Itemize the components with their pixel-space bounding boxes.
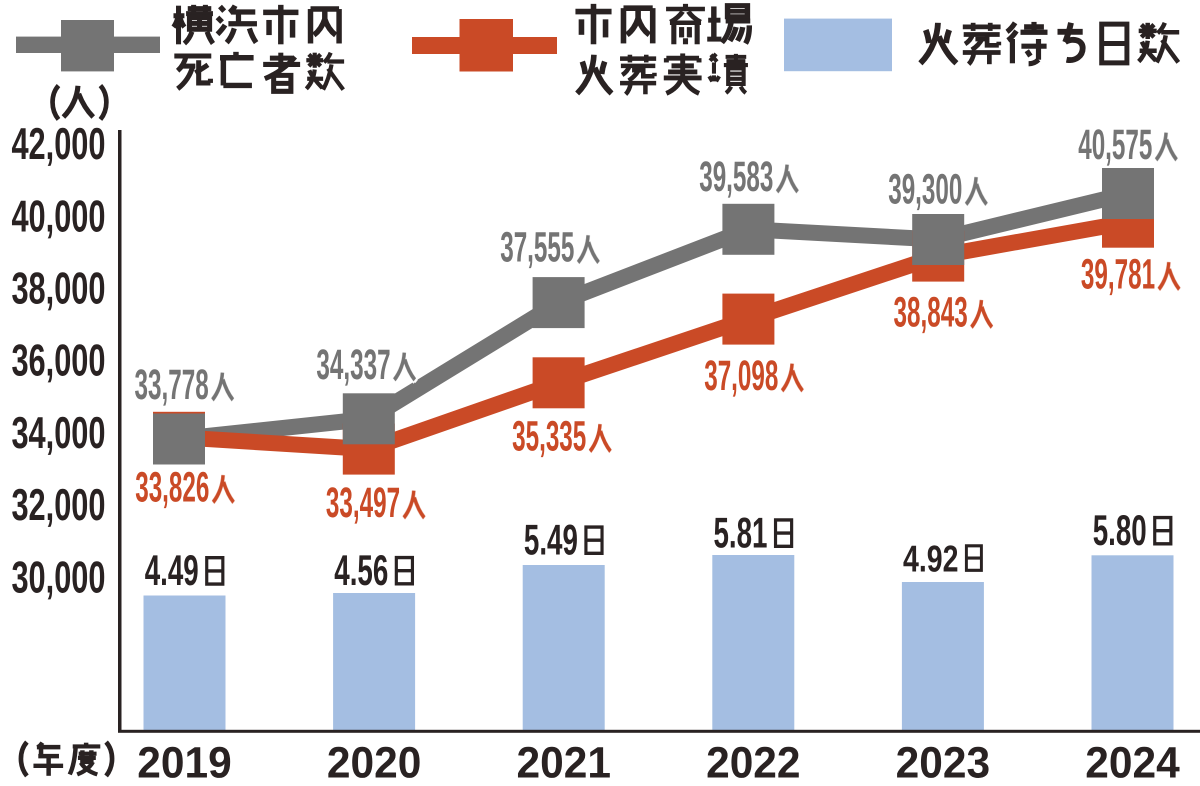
svg-text:33,778: 33,778 xyxy=(135,361,209,409)
svg-text:34,337: 34,337 xyxy=(316,341,390,389)
svg-text:33,497: 33,497 xyxy=(326,479,400,527)
svg-text:35,335: 35,335 xyxy=(512,413,586,461)
svg-text:2023: 2023 xyxy=(896,738,990,786)
svg-text:5.81: 5.81 xyxy=(714,509,768,557)
svg-text:30,000: 30,000 xyxy=(11,554,105,603)
svg-text:37,098: 37,098 xyxy=(704,352,778,400)
svg-text:2020: 2020 xyxy=(327,738,421,786)
svg-text:2019: 2019 xyxy=(137,738,231,786)
svg-text:38,000: 38,000 xyxy=(11,265,105,314)
svg-text:36,000: 36,000 xyxy=(11,337,105,386)
svg-text:38,843: 38,843 xyxy=(894,288,968,336)
svg-text:2022: 2022 xyxy=(706,738,800,786)
svg-text:42,000: 42,000 xyxy=(11,120,105,169)
svg-text:39,300: 39,300 xyxy=(888,166,962,214)
svg-text:40,000: 40,000 xyxy=(11,192,105,241)
svg-text:32,000: 32,000 xyxy=(11,481,105,530)
svg-text:2024: 2024 xyxy=(1085,738,1180,786)
svg-text:33,826: 33,826 xyxy=(135,464,209,512)
svg-text:4.92: 4.92 xyxy=(903,537,958,579)
svg-text:4.56: 4.56 xyxy=(334,547,388,595)
svg-text:37,555: 37,555 xyxy=(500,224,574,272)
svg-text:5.49: 5.49 xyxy=(524,517,578,565)
svg-text:39,781: 39,781 xyxy=(1081,251,1155,299)
svg-text:2021: 2021 xyxy=(516,738,610,786)
svg-text:4.49: 4.49 xyxy=(145,547,199,595)
svg-text:5.80: 5.80 xyxy=(1093,507,1147,555)
svg-text:39,583: 39,583 xyxy=(699,153,773,201)
svg-text:34,000: 34,000 xyxy=(11,409,105,458)
svg-text:40,575: 40,575 xyxy=(1078,121,1152,169)
